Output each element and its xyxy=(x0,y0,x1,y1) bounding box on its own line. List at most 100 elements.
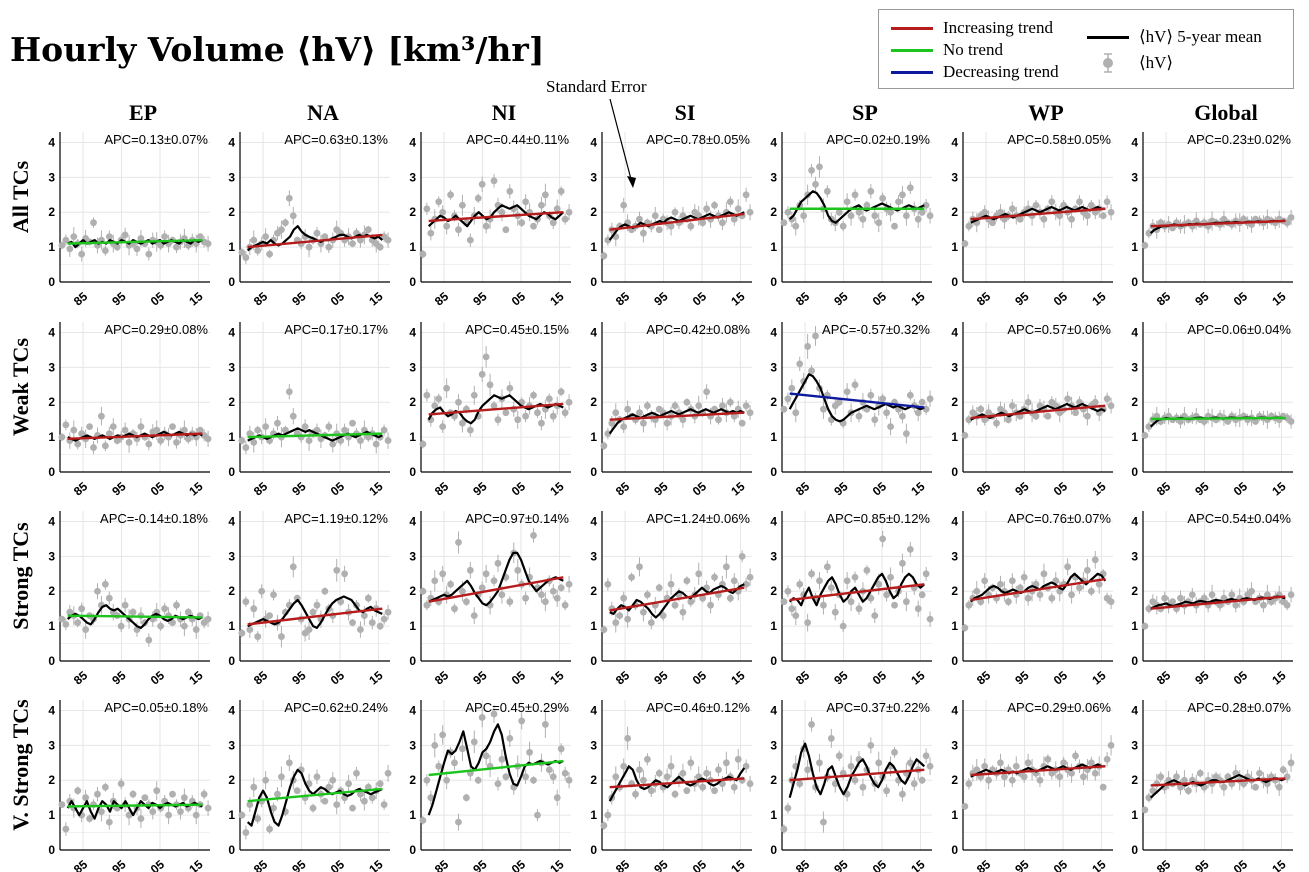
data-point xyxy=(851,191,859,199)
data-point xyxy=(965,416,973,424)
data-point xyxy=(498,208,506,216)
data-point xyxy=(906,759,914,767)
data-point xyxy=(1177,594,1184,602)
data-point xyxy=(522,412,530,420)
apc-label: APC=0.58±0.05% xyxy=(1007,132,1111,147)
chart-title: Hourly Volume ⟨hV⟩ [km³/hr] xyxy=(10,30,545,69)
data-point xyxy=(788,384,796,392)
data-point xyxy=(423,205,431,213)
data-point xyxy=(977,598,985,606)
x-tick-label: 85 xyxy=(613,857,632,872)
data-point xyxy=(204,615,212,623)
x-tick-label: 85 xyxy=(432,289,451,309)
data-point xyxy=(695,402,703,410)
data-point xyxy=(1020,573,1028,581)
data-point xyxy=(1263,591,1271,599)
data-point xyxy=(695,570,703,578)
data-point xyxy=(439,570,447,578)
y-tick-label: 4 xyxy=(228,325,235,339)
data-point xyxy=(561,769,569,777)
data-point xyxy=(851,776,859,784)
data-point xyxy=(604,811,612,819)
y-tick-label: 1 xyxy=(1131,430,1138,444)
data-point xyxy=(254,247,262,255)
data-point xyxy=(730,577,738,585)
x-tick-label: 15 xyxy=(1089,289,1108,309)
data-point xyxy=(1060,759,1068,767)
data-point xyxy=(321,587,329,595)
data-point xyxy=(180,622,188,630)
data-point xyxy=(78,250,86,258)
trend-line xyxy=(970,404,1106,420)
data-point xyxy=(530,776,537,784)
data-point xyxy=(262,423,270,431)
data-point xyxy=(981,577,989,585)
data-point xyxy=(285,194,293,202)
data-point xyxy=(902,598,910,606)
data-point xyxy=(506,734,514,742)
x-tick-label: 95 xyxy=(1192,289,1211,309)
trend-line xyxy=(609,212,745,231)
data-point xyxy=(368,619,376,627)
data-point xyxy=(835,208,843,216)
data-point xyxy=(145,250,153,258)
data-point xyxy=(1076,584,1083,592)
data-point xyxy=(514,566,522,574)
data-point xyxy=(105,233,113,241)
y-tick-label: 2 xyxy=(590,395,597,409)
y-tick-label: 4 xyxy=(409,135,416,149)
data-point xyxy=(141,794,149,802)
legend-label: ⟨hV⟩ xyxy=(1139,53,1174,72)
data-point xyxy=(137,234,145,242)
x-tick-label: 05 xyxy=(148,668,167,688)
data-point xyxy=(498,591,506,599)
data-point xyxy=(1240,780,1248,788)
y-tick-label: 0 xyxy=(228,843,235,857)
x-tick-label: 95 xyxy=(831,668,850,688)
data-point xyxy=(109,423,117,431)
data-point xyxy=(1091,769,1099,777)
data-point xyxy=(1224,418,1232,425)
x-tick-label: 95 xyxy=(1012,289,1031,309)
y-tick-label: 3 xyxy=(770,549,777,563)
data-point xyxy=(341,570,349,578)
data-point xyxy=(474,776,482,784)
data-point xyxy=(683,398,691,406)
x-tick-label: 95 xyxy=(109,289,128,309)
data-point xyxy=(663,419,671,427)
y-tick-label: 0 xyxy=(48,275,55,289)
y-tick-label: 3 xyxy=(770,738,777,752)
data-point xyxy=(333,566,341,574)
y-tick-label: 4 xyxy=(951,325,958,339)
data-point xyxy=(899,559,906,567)
y-tick-label: 2 xyxy=(409,584,416,598)
data-point xyxy=(62,421,70,429)
x-tick-label: 15 xyxy=(366,479,385,499)
x-tick-label: 15 xyxy=(547,479,566,499)
y-tick-label: 0 xyxy=(48,465,55,479)
data-point xyxy=(1076,198,1083,206)
y-tick-label: 3 xyxy=(409,170,416,184)
x-tick-label: 05 xyxy=(1051,857,1070,872)
data-point xyxy=(62,236,70,244)
y-tick-label: 1 xyxy=(590,619,597,633)
y-tick-label: 3 xyxy=(48,549,55,563)
data-point xyxy=(859,215,867,223)
data-point xyxy=(726,398,734,406)
annotation-arrowhead xyxy=(627,176,636,188)
mean-line xyxy=(427,394,564,425)
y-tick-label: 0 xyxy=(228,275,235,289)
data-point xyxy=(173,243,180,251)
data-point xyxy=(620,201,628,209)
data-point xyxy=(345,780,352,788)
data-point xyxy=(1103,198,1111,206)
data-point xyxy=(871,416,879,424)
data-point xyxy=(242,444,250,451)
data-point xyxy=(722,759,730,767)
apc-label: APC=0.23±0.02% xyxy=(1187,132,1291,147)
data-point xyxy=(1161,594,1169,602)
x-tick-label: 15 xyxy=(908,289,927,309)
data-point xyxy=(325,243,333,251)
data-point xyxy=(506,187,514,195)
data-point xyxy=(439,731,447,739)
